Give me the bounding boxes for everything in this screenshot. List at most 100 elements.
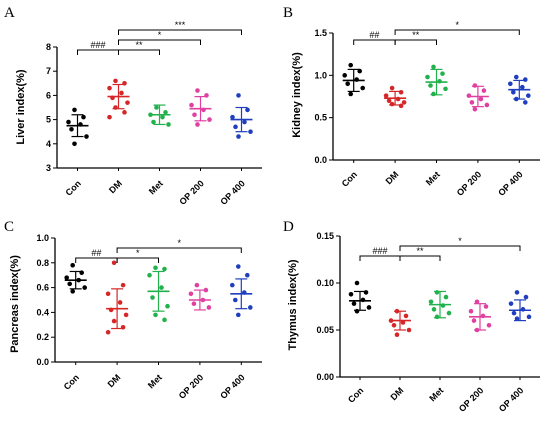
significance-bracket: * <box>394 20 520 35</box>
data-point <box>484 102 490 108</box>
significance-annotations: ## *** <box>353 20 520 45</box>
data-point <box>163 110 168 115</box>
data-point <box>431 64 436 70</box>
data-point <box>486 323 492 328</box>
data-point <box>153 312 158 318</box>
group-op-400 <box>230 93 253 139</box>
data-point <box>345 81 351 87</box>
data-point <box>236 312 241 318</box>
data-point <box>434 314 440 320</box>
data-point <box>230 282 235 288</box>
group-met <box>147 265 170 323</box>
data-point <box>348 91 354 97</box>
y-tick-label: 1.0 <box>314 70 327 80</box>
significance-label: * <box>458 236 462 246</box>
y-tick-label: 1.0 <box>36 233 49 243</box>
data-point <box>236 134 241 139</box>
data-point <box>526 93 531 98</box>
panel-d: D Thymus index(%) 0.00 0.05 0.10 0.15 Con DM M… <box>283 219 540 414</box>
data-point <box>472 83 478 88</box>
group-op-400 <box>230 264 253 318</box>
significance-label: *** <box>175 20 186 30</box>
significance-bracket: ### <box>77 40 119 55</box>
y-tick-label: 4 <box>46 139 51 149</box>
bracket-line <box>118 39 201 45</box>
data-point <box>67 281 72 287</box>
significance-label: ** <box>135 40 143 50</box>
data-point <box>428 299 434 305</box>
data-point <box>195 88 200 93</box>
data-point <box>159 285 164 290</box>
significance-annotations: ## * * <box>75 238 242 263</box>
x-tick-label: OP 200 <box>177 178 206 207</box>
data-point <box>514 74 519 80</box>
significance-label: * <box>455 20 459 30</box>
data-point <box>468 308 474 314</box>
data-point <box>354 308 360 314</box>
data-point <box>233 124 238 130</box>
data-point <box>123 312 129 318</box>
data-point <box>151 119 156 125</box>
y-tick-label: 0.00 <box>316 372 334 382</box>
significance-bracket: ## <box>353 30 396 45</box>
data-point <box>122 110 127 115</box>
group-op-200 <box>468 299 492 333</box>
data-point <box>446 310 452 316</box>
y-tick-label: 0.05 <box>316 325 334 335</box>
data-point <box>154 105 159 110</box>
x-tick-label: OP 200 <box>177 372 206 401</box>
data-point <box>162 317 167 323</box>
data-point <box>70 289 75 294</box>
x-tick-label: Con <box>62 372 81 391</box>
y-tick-label: 7 <box>46 66 51 76</box>
data-point <box>389 85 395 91</box>
data-point <box>483 304 489 309</box>
bracket-line <box>77 49 119 55</box>
y-axis-label: Kidney index(%) <box>291 52 303 138</box>
data-point <box>69 126 74 132</box>
y-axis-label: Liver index(%) <box>15 69 27 145</box>
significance-bracket: * <box>118 30 201 45</box>
data-point <box>514 316 520 322</box>
data-point <box>354 280 360 286</box>
data-point <box>150 295 155 300</box>
significance-label: ## <box>91 248 101 258</box>
bracket-line <box>394 39 437 45</box>
x-tick-label: OP 400 <box>218 372 247 401</box>
data-point <box>119 90 124 96</box>
group-op-400 <box>508 74 531 105</box>
bracket-line <box>118 49 160 55</box>
data-point <box>511 310 517 316</box>
group-con <box>64 262 87 294</box>
significance-bracket: * <box>116 248 159 263</box>
significance-bracket: *** <box>118 20 242 35</box>
data-point <box>394 332 400 338</box>
group-dm <box>388 308 412 338</box>
bracket-line <box>399 255 441 261</box>
data-marks <box>64 260 253 335</box>
x-tick-label: Con <box>340 169 359 188</box>
bracket-line <box>359 255 401 261</box>
data-point <box>342 73 348 78</box>
y-tick-label: 3 <box>46 163 51 173</box>
x-tick-label: DM <box>106 372 123 389</box>
data-point <box>82 285 87 290</box>
significance-bracket: ## <box>75 248 118 263</box>
x-tick-label: Met <box>147 178 165 196</box>
data-point <box>469 100 475 105</box>
panel-a: A Liver index(%) 3 4 5 6 7 8 Con DM Met OP 200 OP … <box>4 5 262 207</box>
group-con <box>348 280 372 314</box>
significance-label: * <box>136 248 140 258</box>
significance-bracket: ### <box>359 246 401 261</box>
group-con <box>66 107 89 147</box>
data-point <box>120 282 126 288</box>
data-point <box>111 260 117 266</box>
data-point <box>105 329 111 335</box>
data-marks <box>66 78 253 147</box>
data-point <box>236 264 241 269</box>
y-axis-label: Thymus index(%) <box>287 259 299 350</box>
bracket-line <box>353 39 396 45</box>
data-point <box>207 117 212 122</box>
data-point <box>242 119 247 125</box>
